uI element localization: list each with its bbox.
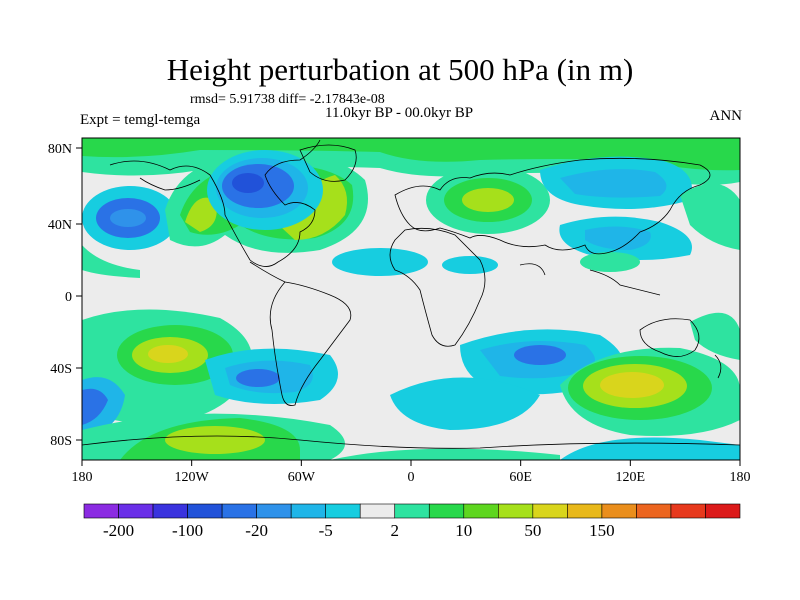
colorbar-swatch	[359, 503, 396, 519]
colorbar-labels: -200 -100 -20 -5 2 10 50 150	[103, 521, 615, 540]
lon-tick-label: 0	[408, 470, 415, 485]
colorbar-swatch	[428, 503, 465, 519]
colorbar-swatch	[118, 503, 154, 519]
colorbar-swatch	[290, 503, 326, 519]
experiment-label: Expt = temgl-temga	[80, 112, 201, 128]
colorbar-swatch	[152, 503, 188, 519]
colorbar-swatch	[705, 503, 741, 519]
lon-tick-label: 180	[730, 470, 751, 485]
lat-tick-label: 80S	[50, 434, 72, 449]
period-text: 11.0kyr BP - 00.0kyr BP	[325, 105, 474, 121]
stats-text: rmsd= 5.91738 diff= -2.17843e-08	[190, 92, 385, 107]
lon-tick-label: 60E	[509, 470, 532, 485]
colorbar-swatch	[256, 503, 292, 519]
colorbar-label: 50	[524, 521, 541, 540]
colorbar-swatch	[221, 503, 257, 519]
lat-tick-label: 0	[65, 290, 72, 305]
contour-field	[82, 138, 740, 460]
colorbar-swatch	[636, 503, 672, 519]
lon-tick-label: 60W	[288, 470, 316, 485]
season-label: ANN	[709, 108, 743, 124]
colorbar-swatch	[532, 503, 568, 519]
colorbar-swatch	[83, 503, 119, 519]
colorbar-swatch	[670, 503, 706, 519]
latitude-axis: 80N 40N 0 40S 80S	[48, 142, 82, 449]
colorbar-label: -20	[245, 521, 268, 540]
colorbar-label: -5	[319, 521, 333, 540]
colorbar-swatch	[601, 503, 637, 519]
lon-tick-label: 120W	[175, 470, 210, 485]
lon-tick-label: 180	[72, 470, 93, 485]
colorbar-swatch	[498, 503, 534, 519]
colorbar-label: 150	[589, 521, 615, 540]
lat-tick-label: 40S	[50, 362, 72, 377]
colorbar-label: -200	[103, 521, 134, 540]
colorbar-label: -100	[172, 521, 203, 540]
longitude-axis: 180 120W 60W 0 60E 120E 180	[72, 460, 751, 485]
colorbar-swatch	[187, 503, 223, 519]
coastlines	[82, 139, 740, 449]
colorbar-swatch	[394, 503, 430, 519]
colorbar-label: 2	[390, 521, 399, 540]
colorbar	[83, 503, 741, 519]
lat-tick-label: 80N	[48, 142, 72, 157]
lat-tick-label: 40N	[48, 218, 72, 233]
lon-tick-label: 120E	[616, 470, 646, 485]
map-title: Height perturbation at 500 hPa (in m)	[166, 52, 634, 87]
colorbar-swatch	[325, 503, 361, 519]
colorbar-swatch	[463, 503, 499, 519]
colorbar-swatch	[567, 503, 603, 519]
colorbar-label: 10	[455, 521, 472, 540]
